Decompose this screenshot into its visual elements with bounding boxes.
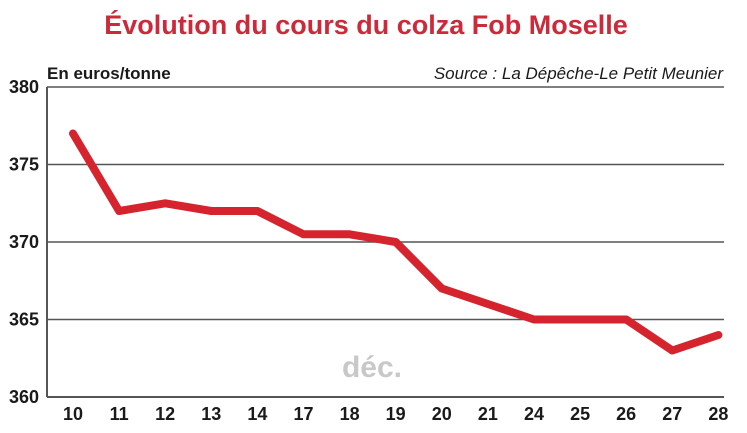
x-tick-label: 26	[616, 404, 636, 424]
month-label: déc.	[342, 351, 402, 384]
x-tick-label: 25	[570, 404, 590, 424]
y-tick-label: 370	[9, 232, 39, 252]
x-tick-label: 12	[155, 404, 175, 424]
x-tick-label: 17	[293, 404, 313, 424]
x-tick-label: 27	[662, 404, 682, 424]
x-tick-label: 10	[63, 404, 83, 424]
x-tick-label: 14	[247, 404, 267, 424]
x-tick-label: 19	[386, 404, 406, 424]
source-label: Source : La Dépêche-Le Petit Meunier	[434, 64, 725, 83]
y-tick-label: 360	[9, 387, 39, 407]
x-tick-label: 21	[478, 404, 498, 424]
y-tick-label: 375	[9, 155, 39, 175]
x-tick-label: 28	[708, 404, 728, 424]
y-axis-ticks: 360 365 370 375 380	[9, 77, 39, 407]
x-tick-label: 13	[201, 404, 221, 424]
x-tick-label: 11	[110, 404, 129, 424]
chart-title: Évolution du cours du colza Fob Moselle	[104, 9, 628, 40]
x-tick-label: 24	[524, 404, 544, 424]
x-axis-ticks: 10 11 12 13 14 17 18 19 20 21 24 25 26 27 28	[63, 404, 728, 424]
y-tick-label: 365	[9, 310, 39, 330]
data-points	[72, 133, 719, 351]
unit-label: En euros/tonne	[47, 64, 171, 83]
y-tick-label: 380	[9, 77, 39, 97]
x-tick-label: 20	[432, 404, 452, 424]
x-tick-label: 18	[340, 404, 360, 424]
